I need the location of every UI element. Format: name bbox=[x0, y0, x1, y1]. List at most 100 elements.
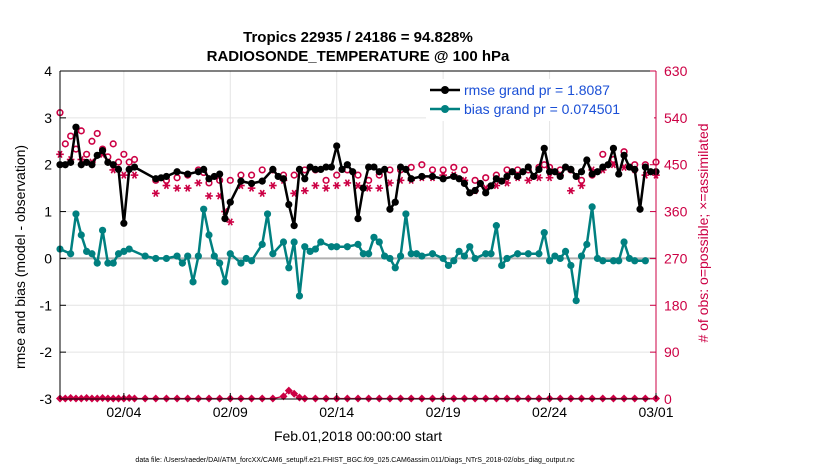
possible-point bbox=[482, 174, 490, 182]
regions-point bbox=[364, 394, 373, 403]
rmse-point bbox=[130, 163, 139, 171]
assimilated-point-stroke bbox=[366, 184, 372, 192]
regions-point bbox=[109, 394, 118, 403]
bias-point bbox=[514, 250, 522, 258]
x-tick-label: 03/01 bbox=[638, 404, 673, 420]
bias-point bbox=[572, 297, 580, 305]
regions-point bbox=[247, 394, 256, 403]
possible-point bbox=[428, 166, 437, 174]
bias-point bbox=[460, 252, 469, 260]
bias-point bbox=[370, 233, 378, 241]
assimilated-point-stroke bbox=[206, 192, 212, 200]
rmse-point bbox=[556, 172, 564, 181]
regions-point bbox=[173, 394, 182, 403]
rmse-point bbox=[290, 222, 298, 230]
legend-bias-marker bbox=[441, 105, 449, 113]
bias-point bbox=[173, 252, 181, 260]
y-right-tick-label: 630 bbox=[664, 63, 688, 79]
bias-point bbox=[609, 257, 618, 265]
regions-point bbox=[524, 394, 533, 403]
regions-point bbox=[183, 394, 192, 403]
bias-point bbox=[455, 247, 463, 255]
assimilated-point-stroke bbox=[621, 163, 627, 172]
rmse-point bbox=[583, 156, 591, 164]
rmse-point bbox=[247, 179, 256, 188]
regions-point bbox=[61, 394, 70, 403]
possible-point bbox=[599, 150, 607, 158]
bias-point bbox=[588, 203, 596, 211]
bias-point bbox=[391, 264, 399, 272]
possible-point bbox=[77, 127, 85, 135]
rmse-point bbox=[471, 186, 479, 195]
rmse-point bbox=[535, 165, 543, 173]
rmse-point bbox=[636, 205, 644, 213]
rmse-point bbox=[285, 200, 293, 209]
y-right-tick-label: 450 bbox=[664, 157, 688, 173]
rmse-point bbox=[391, 198, 399, 206]
assimilated-point-stroke bbox=[185, 184, 191, 192]
y-right-ticks: 0 90 180 270 360 450 540 630 bbox=[650, 63, 688, 407]
rmse-point bbox=[93, 151, 101, 159]
assimilated-point-stroke bbox=[227, 218, 233, 226]
rmse-point bbox=[407, 175, 415, 183]
x-tick-label: 02/19 bbox=[426, 404, 461, 420]
bias-point bbox=[327, 243, 335, 251]
possible-point bbox=[93, 129, 101, 138]
rmse-point bbox=[540, 144, 548, 152]
assimilated-point-stroke bbox=[121, 171, 127, 179]
rmse-point bbox=[482, 189, 490, 197]
assimilated-point bbox=[577, 181, 586, 190]
rmse-point bbox=[593, 168, 602, 176]
x-tick-label: 02/24 bbox=[532, 404, 567, 420]
possible-point bbox=[471, 176, 479, 184]
rmse-point bbox=[114, 165, 123, 173]
regions-point bbox=[151, 394, 160, 403]
assimilated-point-stroke bbox=[504, 179, 510, 187]
assimilated-point-stroke bbox=[568, 187, 574, 195]
assimilated-point-stroke bbox=[312, 181, 319, 190]
x-tick-label: 02/14 bbox=[319, 404, 354, 420]
rmse-point bbox=[519, 168, 527, 176]
rmse-point bbox=[98, 147, 107, 155]
rmse-point bbox=[120, 219, 128, 227]
rmse-point bbox=[162, 172, 171, 181]
bias-point bbox=[301, 243, 309, 251]
regions-point bbox=[577, 394, 586, 403]
assimilated-point-stroke bbox=[376, 184, 382, 192]
regions-point bbox=[141, 394, 150, 403]
regions-point bbox=[609, 394, 618, 403]
rmse-point bbox=[620, 151, 628, 159]
possible-point bbox=[460, 166, 469, 174]
possible-point bbox=[120, 150, 128, 158]
bias-point bbox=[189, 278, 197, 286]
regions-point bbox=[534, 394, 543, 403]
regions-point bbox=[300, 394, 309, 403]
assimilated-point-stroke bbox=[493, 181, 499, 190]
regions-point bbox=[492, 394, 501, 403]
rmse-point bbox=[524, 163, 532, 171]
assimilated-point bbox=[130, 171, 139, 179]
bias-point bbox=[524, 250, 532, 258]
rmse-point bbox=[370, 163, 378, 171]
legend: rmse grand pr = 1.8087 bias grand pr = 0… bbox=[426, 79, 654, 121]
rmse-point bbox=[67, 158, 75, 166]
bias-point bbox=[290, 238, 298, 246]
bias-point bbox=[466, 243, 474, 251]
assimilated-point-stroke bbox=[525, 176, 531, 185]
assimilated-point-stroke bbox=[174, 184, 180, 192]
regions-point bbox=[215, 394, 224, 403]
assimilated-point bbox=[269, 181, 277, 190]
series-layer bbox=[56, 109, 660, 403]
bias-point bbox=[317, 238, 325, 246]
regions-point bbox=[162, 394, 171, 403]
bias-point bbox=[210, 252, 218, 260]
bias-point bbox=[583, 240, 591, 248]
rmse-point bbox=[514, 172, 522, 181]
regions-point bbox=[428, 394, 437, 403]
y-right-tick-label: 270 bbox=[664, 250, 688, 266]
possible-point bbox=[226, 176, 234, 184]
rmse-point bbox=[631, 165, 639, 173]
rmse-point bbox=[567, 165, 575, 173]
regions-point bbox=[449, 394, 458, 403]
possible-point bbox=[450, 163, 458, 171]
